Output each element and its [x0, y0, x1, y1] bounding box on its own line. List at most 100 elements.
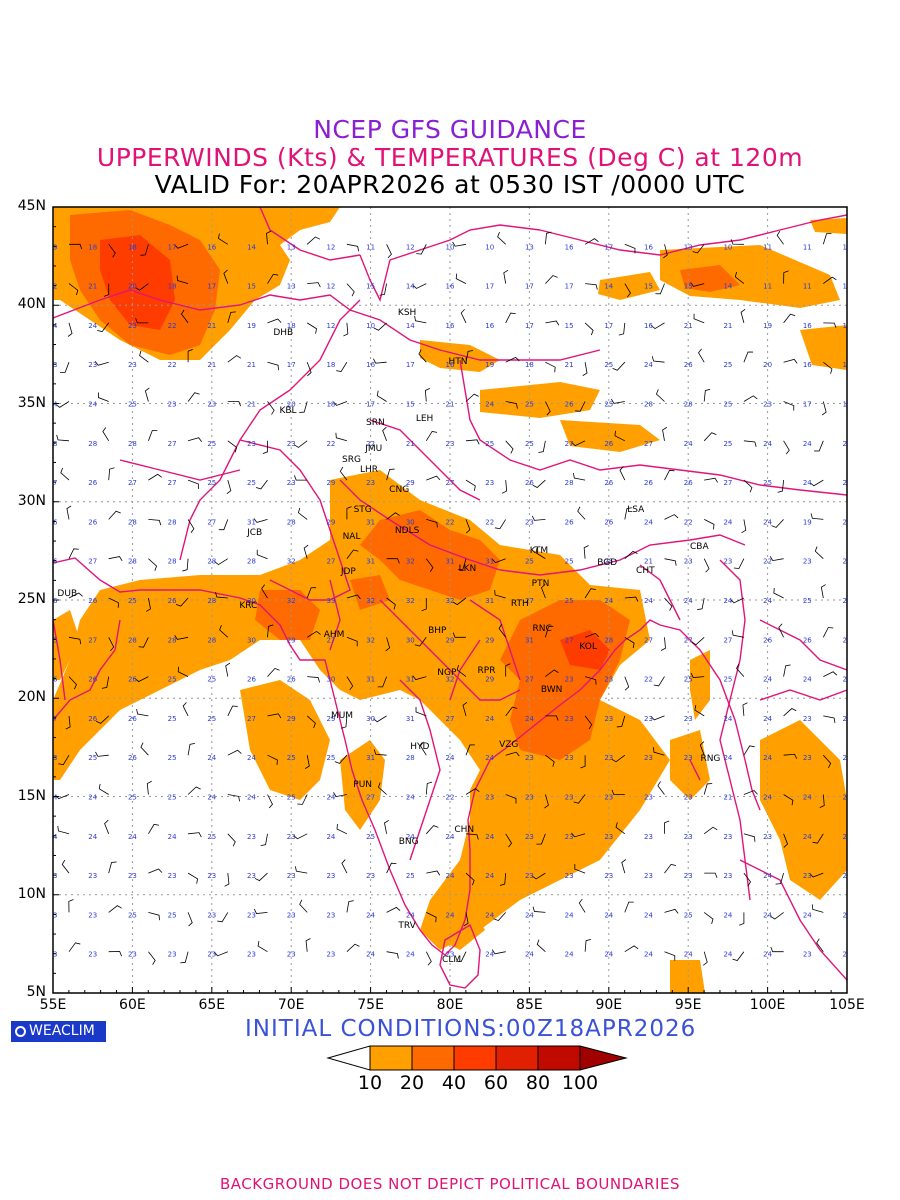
temperature-value: 18 [287, 322, 296, 330]
lat-lon-grid [53, 207, 847, 993]
wind-barb [306, 715, 316, 729]
temperature-value: 10 [723, 243, 732, 251]
wind-barb [457, 558, 467, 571]
temperature-value: 24 [247, 754, 256, 762]
wind-barb [777, 480, 784, 493]
wind-barb [452, 632, 466, 638]
wind-barb [491, 949, 506, 955]
wind-barb [65, 715, 71, 730]
temperature-value: 14 [406, 283, 415, 291]
temperature-value: 19 [485, 361, 494, 369]
temperature-value: 24 [803, 479, 812, 487]
wind-barb [146, 780, 152, 795]
temperature-value: 25 [128, 911, 137, 919]
wind-barb [582, 362, 588, 376]
temperature-value: 16 [446, 283, 455, 291]
wind-barb [536, 939, 546, 952]
temperature-value: 23 [168, 951, 177, 959]
temperature-value: 23 [88, 911, 97, 919]
wind-barb [346, 549, 359, 559]
temperature-value: 24 [207, 794, 216, 802]
temperature-value: 23 [525, 518, 534, 526]
wind-barb [743, 440, 757, 447]
temperature-value: 24 [485, 754, 494, 762]
temperature-value: 18 [128, 243, 137, 251]
colorbar-label: 60 [483, 1072, 509, 1094]
temperature-value: 24 [763, 951, 772, 959]
temperature-value: 23 [247, 872, 256, 880]
city-label: PTN [531, 579, 550, 590]
wind-barb [503, 269, 509, 284]
temperature-value: 23 [207, 401, 216, 409]
temperature-value: 28 [287, 518, 296, 526]
city-label: KOL [579, 642, 597, 653]
temperature-value: 23 [446, 951, 455, 959]
wind-barb [101, 676, 110, 689]
wind-barb [814, 440, 824, 452]
temperature-value: 29 [485, 636, 494, 644]
wind-barb [691, 637, 705, 646]
wind-barb [770, 946, 784, 953]
wind-barb [148, 558, 158, 571]
wind-barb [138, 637, 149, 648]
wind-barb [346, 900, 354, 913]
wind-barb [175, 597, 189, 607]
wind-barb [741, 519, 747, 534]
wind-barb [505, 706, 518, 717]
wind-barb [297, 507, 308, 520]
wind-barb [783, 358, 798, 364]
temperature-value: 25 [366, 833, 375, 841]
temperature-value: 24 [843, 715, 852, 723]
wind-barb [452, 241, 467, 247]
wind-barb [187, 349, 193, 363]
temperature-value: 23 [88, 951, 97, 959]
wind-barb [743, 872, 752, 887]
wind-barb [456, 951, 467, 963]
wind-barb [465, 744, 475, 756]
wind-barb [224, 873, 230, 887]
temperature-value: 16 [644, 322, 653, 330]
wind-barb [463, 912, 469, 927]
city-label: STG [353, 504, 372, 515]
temperature-value: 25 [168, 911, 177, 919]
temperature-value: 23 [565, 715, 574, 723]
temperature-value: 24 [128, 833, 137, 841]
wind-barb [690, 282, 705, 287]
wind-barb [373, 322, 387, 331]
wind-barb [426, 519, 438, 528]
wind-barb [336, 823, 348, 835]
temperature-value: 19 [763, 322, 772, 330]
temperature-value: 16 [565, 243, 574, 251]
wind-barb [425, 558, 434, 572]
temperature-value: 32 [406, 597, 415, 605]
wind-barb [425, 951, 432, 966]
wind-barb [773, 587, 784, 599]
wind-barb [293, 440, 308, 448]
temperature-value: 24 [565, 951, 574, 959]
wind-barb [95, 715, 109, 724]
wind-barb [343, 322, 349, 337]
temperature-value: 26 [803, 636, 812, 644]
wind-barb [267, 318, 282, 324]
wind-barb [809, 479, 824, 487]
wind-barb [260, 833, 268, 847]
wind-barb [505, 440, 514, 454]
wind-barb [575, 401, 586, 412]
temperature-value: 23 [88, 361, 97, 369]
temperature-value: 27 [723, 636, 732, 644]
temperature-value: 22 [49, 283, 58, 291]
wind-barb [307, 282, 321, 288]
temperature-value: 18 [326, 401, 335, 409]
wind-barb [624, 676, 630, 691]
temperature-value: 13 [684, 243, 693, 251]
wind-barb [341, 715, 348, 729]
wind-barb [304, 755, 310, 770]
wind-barb [783, 313, 796, 324]
temperature-value: 24 [803, 676, 812, 684]
wind-barb [55, 401, 70, 408]
temperature-value: 16 [446, 322, 455, 330]
temperature-value: 17 [604, 322, 613, 330]
city-label: DHB [273, 327, 294, 338]
temperature-value: 32 [287, 558, 296, 566]
initial-conditions: INITIAL CONDITIONS:00Z18APR2026 [245, 1016, 697, 1042]
